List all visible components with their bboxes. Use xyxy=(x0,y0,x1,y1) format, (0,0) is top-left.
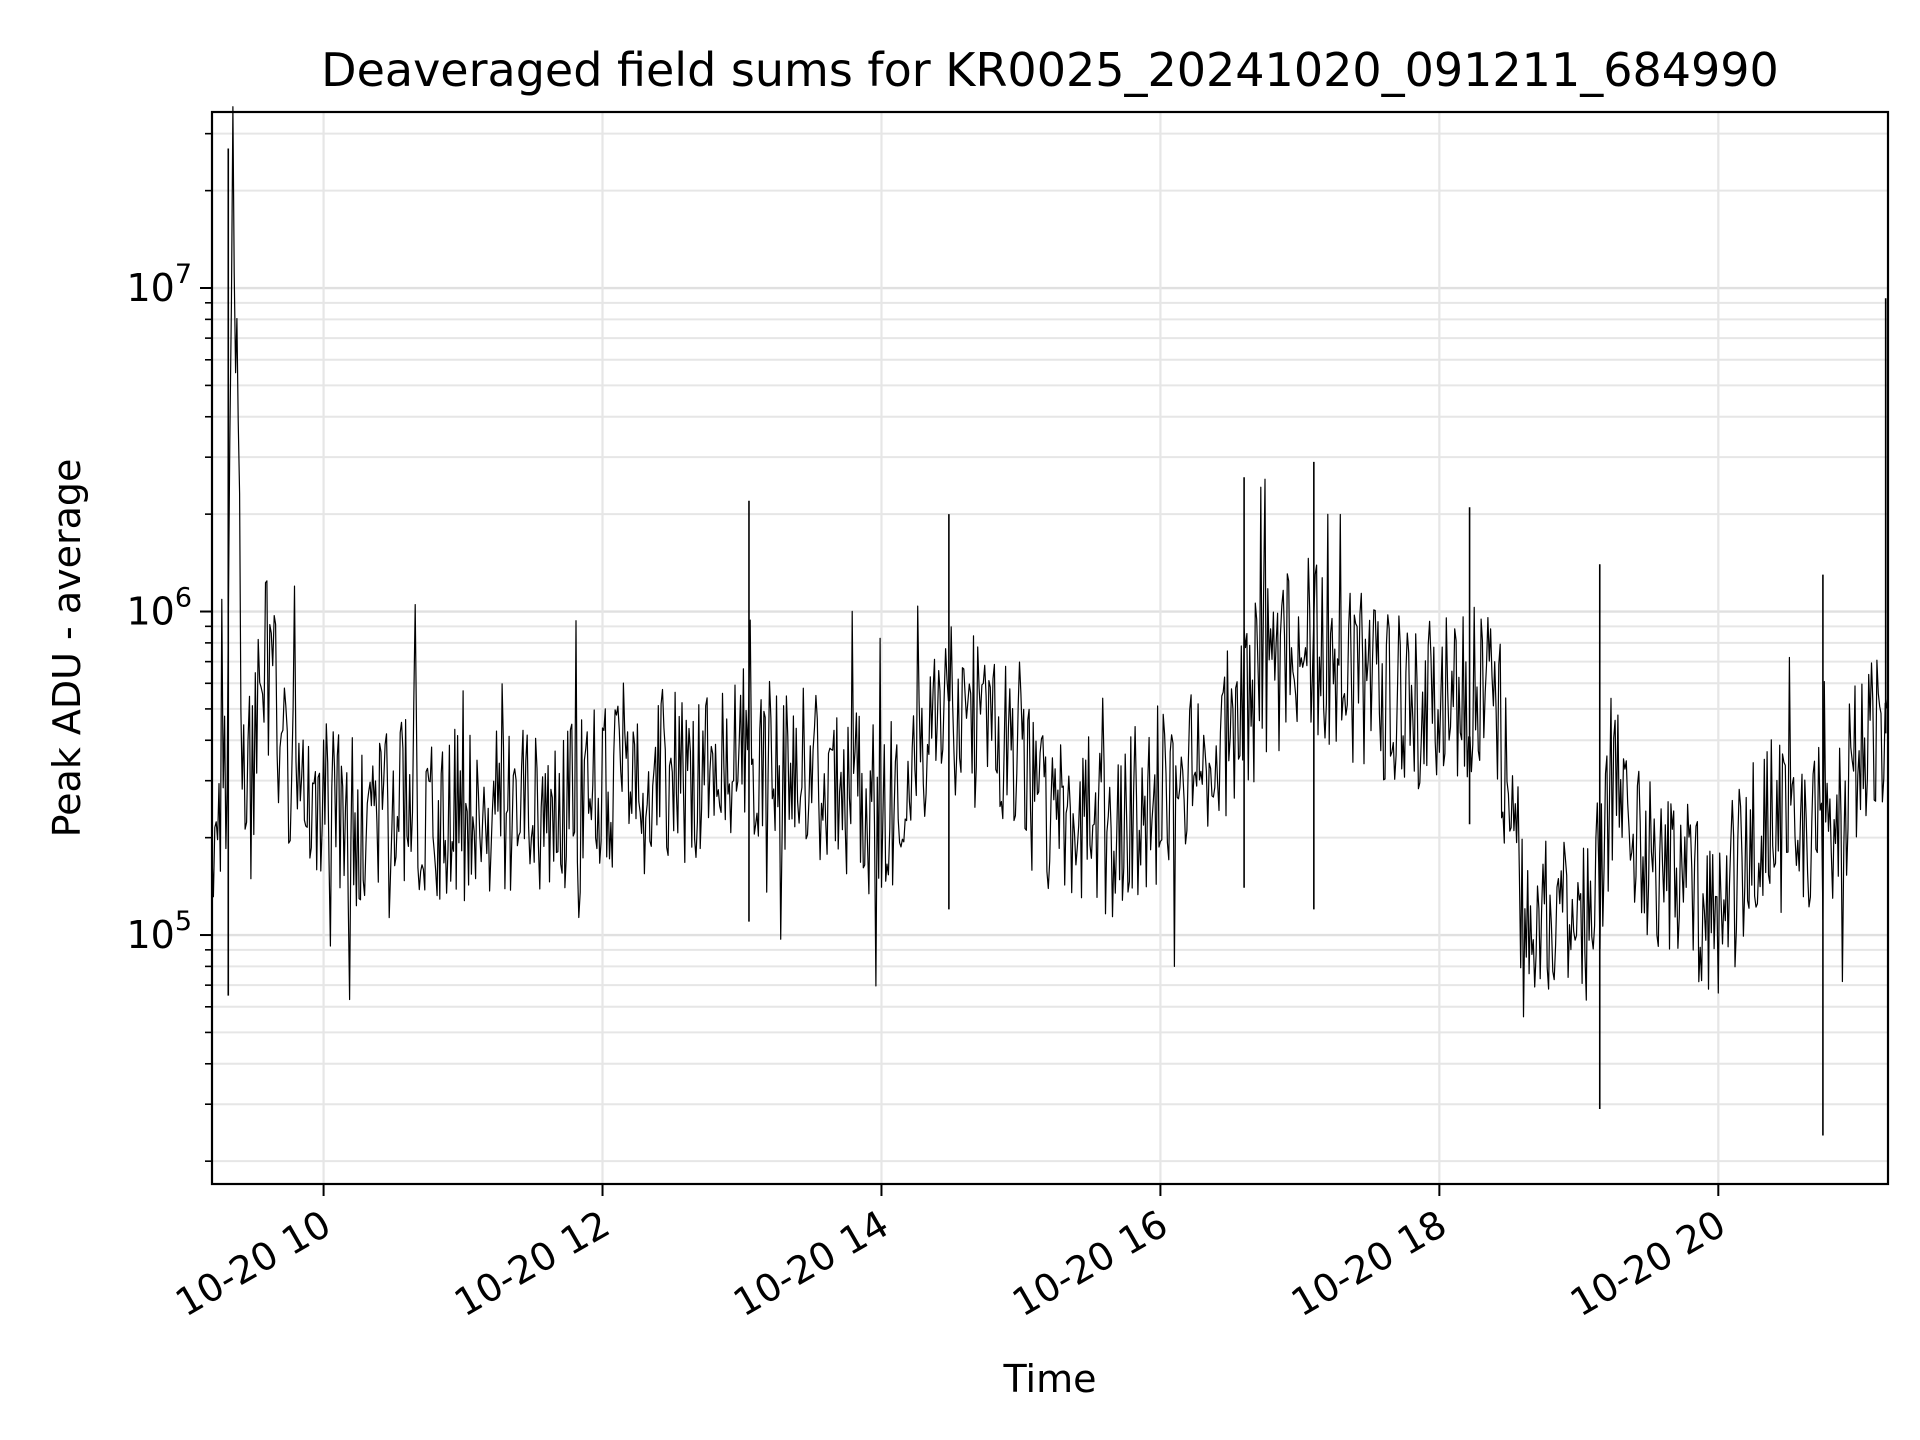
y-axis-ticks: 105 106 107 xyxy=(126,132,212,1162)
y-tick-label: 105 xyxy=(126,906,192,957)
y-tick-label: 107 xyxy=(126,259,192,310)
chart-title: Deaveraged field sums for KR0025_2024102… xyxy=(321,43,1779,97)
plot-area-frame xyxy=(210,110,1890,1186)
y-tick-label: 106 xyxy=(126,583,192,634)
y-axis-title: Peak ADU - average xyxy=(45,459,89,838)
x-axis-title: Time xyxy=(1003,1357,1097,1401)
series-line xyxy=(211,106,1889,1018)
series-layer xyxy=(211,106,1889,1136)
